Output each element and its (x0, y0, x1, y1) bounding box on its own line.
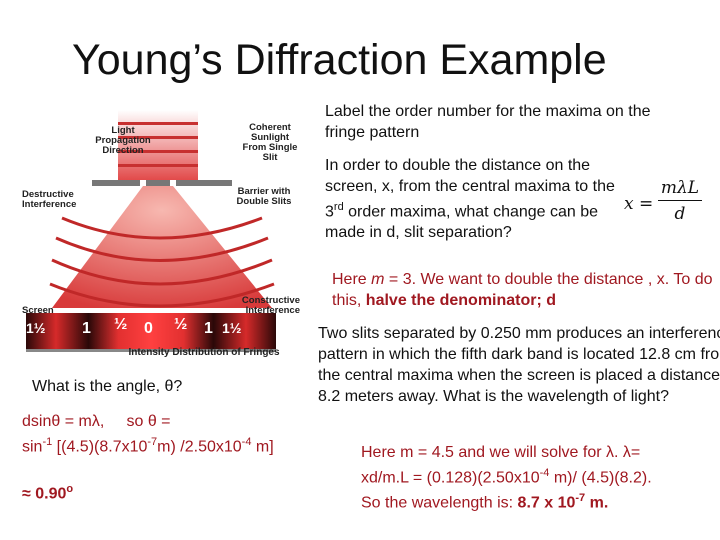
angle-answer: ≈ 0.90o (22, 479, 73, 504)
label-barrier: Barrier with Double Slits (236, 186, 292, 207)
solution-line-2: xd/m.L = (0.128)(2.50x10-4 m)/ (4.5)(8.2… (361, 463, 716, 488)
question-double-distance-text-a: In order to double the distance on the s… (325, 157, 615, 221)
angle-working-2c: m) /2.50x10 (157, 438, 242, 456)
slide-title: Young’s Diffraction Example (72, 36, 607, 84)
angle-working-exp-2: -4 (241, 436, 252, 448)
solution-result: 8.7 x 10 (517, 494, 576, 512)
fringe-order-right-half: ½ (174, 316, 188, 333)
fringe-order-left-1: 1 (82, 320, 91, 337)
label-screen: Screen (22, 305, 54, 316)
formula-fraction-bar (658, 200, 702, 201)
label-intensity-distribution: Intensity Distribution of Fringes (128, 347, 280, 358)
answer-text-a: Here (332, 271, 372, 288)
question-label-orders: Label the order number for the maxima on… (325, 103, 651, 141)
fringe-formula: x = mλL d (624, 176, 704, 232)
angle-working-line-2: sin-1 [(4.5)(8.7x10-7m) /2.50x10-4 m] (22, 432, 312, 457)
solution-line-3a: So the wavelength is: (361, 494, 518, 512)
problem-statement: Two slits separated by 0.250 mm produces… (318, 323, 720, 431)
fringe-order-right-1-5: 1½ (222, 320, 242, 336)
angle-working-sin: sin (22, 438, 43, 456)
formula-numerator: mλL (660, 178, 700, 198)
answer-bold: halve the denominator; d (365, 292, 557, 309)
interference-diagram: Light Propagation Direction Coherent Sun… (22, 108, 300, 360)
interference-diagram-graphic (26, 110, 276, 352)
angle-working-exp-1: -7 (147, 436, 158, 448)
solution-line-3: So the wavelength is: 8.7 x 10-7 m. (361, 488, 716, 513)
solution-result-unit: m. (585, 494, 609, 512)
angle-working: dsinθ = mλ, so θ = sin-1 [(4.5)(8.7x10-7… (22, 411, 312, 457)
label-constructive-interference: Constructive Interference (241, 295, 300, 316)
formula-lhs: x = (624, 194, 654, 214)
solution-exponent: -4 (539, 467, 550, 479)
degree-symbol: o (66, 483, 74, 495)
solution-result-exponent: -7 (575, 492, 586, 505)
fringe-order-left-half: ½ (114, 316, 128, 333)
fringe-order-left-1-5: 1½ (26, 320, 46, 336)
angle-working-line-1: dsinθ = mλ, so θ = (22, 413, 171, 430)
fringe-screen (26, 313, 276, 349)
incident-wavefronts (118, 110, 198, 180)
answer-text-b: = 3. We want to double the distance , x.… (332, 271, 713, 309)
fringe-order-0: 0 (144, 320, 153, 337)
angle-working-inverse: -1 (42, 436, 53, 448)
solution-line-2a: xd/m.L = (0.128)(2.50x10 (361, 469, 540, 487)
solution-line-2b: m)/ (4.5)(8.2). (549, 469, 652, 487)
answer-double-distance: Here m = 3. We want to double the distan… (332, 269, 716, 311)
solution-wavelength: Here m = 4.5 and we will solve for λ. λ=… (361, 443, 716, 514)
answer-m: m (371, 271, 385, 288)
question-ordinal-suffix: rd (333, 201, 344, 213)
angle-answer-value: ≈ 0.90 (22, 485, 67, 503)
question-double-distance-text-b: order maxima, what change can be made in… (325, 203, 599, 242)
label-coherent-sunlight: Coherent Sunlight From Single Slit (242, 122, 298, 163)
problem-statement-text: Two slits separated by 0.250 mm produces… (318, 325, 720, 405)
angle-working-2b: [(4.5)(8.7x10 (52, 438, 148, 456)
angle-working-2d: m] (251, 438, 274, 456)
formula-denominator: d (674, 204, 686, 224)
label-destructive-interference: Destructive Interference (22, 189, 77, 210)
question-angle: What is the angle, θ? (32, 378, 183, 395)
solution-line-1: Here m = 4.5 and we will solve for λ. λ= (361, 444, 641, 461)
barrier-with-slits (92, 180, 232, 186)
question-double-distance: In order to double the distance on the s… (325, 155, 615, 243)
label-light-direction: Light Propagation Direction (95, 125, 151, 156)
fringe-order-right-1: 1 (204, 320, 213, 337)
